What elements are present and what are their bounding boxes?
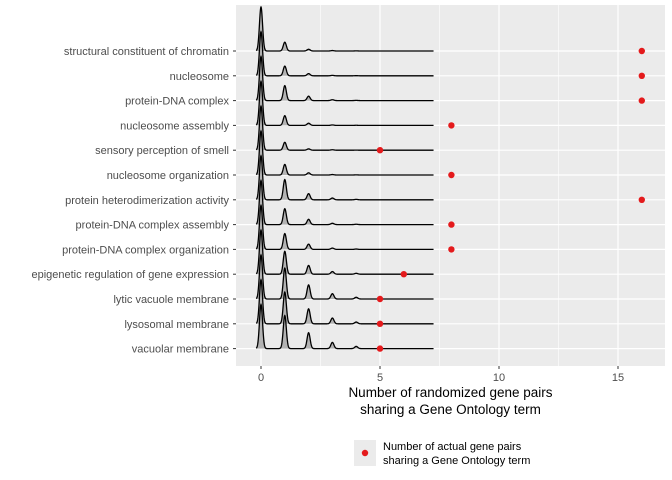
actual-points (376, 47, 645, 352)
legend-label-line-1: Number of actual gene pairs (383, 441, 522, 453)
y-tick-label-3: nucleosome assembly (120, 120, 229, 132)
ridges (255, 5, 434, 350)
actual-point-11 (376, 320, 384, 327)
ridge-line-6 (255, 154, 434, 201)
actual-point-2 (638, 97, 645, 104)
y-tick-label-9: epigenetic regulation of gene expression (31, 269, 229, 281)
actual-point-9 (400, 271, 407, 278)
x-tick-label-1: 5 (377, 372, 383, 384)
y-tick-label-6: protein heterodimerization activity (65, 195, 229, 207)
y-tick-label-8: protein-DNA complex organization (62, 244, 229, 256)
ridge-line-12 (255, 303, 434, 350)
ridge-line-7 (255, 179, 434, 226)
actual-point-1 (638, 72, 645, 80)
y-tick-label-11: lysosomal membrane (124, 319, 229, 331)
actual-point-0 (638, 47, 645, 55)
y-tick-label-5: nucleosome organization (107, 170, 229, 182)
actual-point-6 (638, 196, 645, 203)
x-tick-label-3: 15 (612, 372, 624, 384)
y-tick-label-0: structural constituent of chromatin (64, 46, 229, 58)
ridge-line-10 (255, 253, 434, 300)
ridge-line-1 (255, 30, 434, 77)
ridge-line-11 (255, 278, 434, 325)
y-tick-label-10: lytic vacuole membrane (113, 294, 229, 306)
actual-point-10 (376, 295, 384, 303)
plot-panel (236, 5, 665, 366)
actual-point-12 (376, 345, 384, 352)
ridge-line-0 (255, 5, 434, 52)
x-tick-label-2: 10 (493, 372, 505, 384)
ridge-line-3 (255, 79, 434, 127)
ridge-line-5 (255, 129, 434, 176)
legend-point (361, 449, 369, 457)
ridge-line-8 (255, 203, 434, 251)
actual-point-3 (448, 122, 455, 129)
y-tick-label-12: vacuolar membrane (132, 344, 229, 356)
actual-point-4 (376, 147, 384, 154)
ridge-line-4 (255, 104, 434, 151)
y-tick-label-2: protein-DNA complex (125, 96, 229, 108)
actual-point-5 (448, 171, 455, 179)
y-tick-label-7: protein-DNA complex assembly (76, 220, 230, 232)
x-axis-title-line-2: sharing a Gene Ontology term (360, 402, 541, 417)
ridge-line-2 (255, 55, 434, 102)
y-tick-label-1: nucleosome (170, 71, 229, 83)
actual-point-7 (448, 221, 455, 228)
y-axis-labels: structural constituent of chromatin nucle… (31, 46, 236, 356)
x-axis-title-line-1: Number of randomized gene pairs (348, 385, 552, 400)
x-tick-label-0: 0 (258, 372, 264, 384)
legend: Number of actual gene pairs sharing a Ge… (354, 440, 530, 467)
y-tick-label-4: sensory perception of smell (95, 145, 229, 157)
legend-label-line-2: sharing a Gene Ontology term (383, 455, 530, 467)
x-axis: 0 5 10 15 (258, 366, 624, 384)
actual-point-8 (448, 246, 455, 253)
